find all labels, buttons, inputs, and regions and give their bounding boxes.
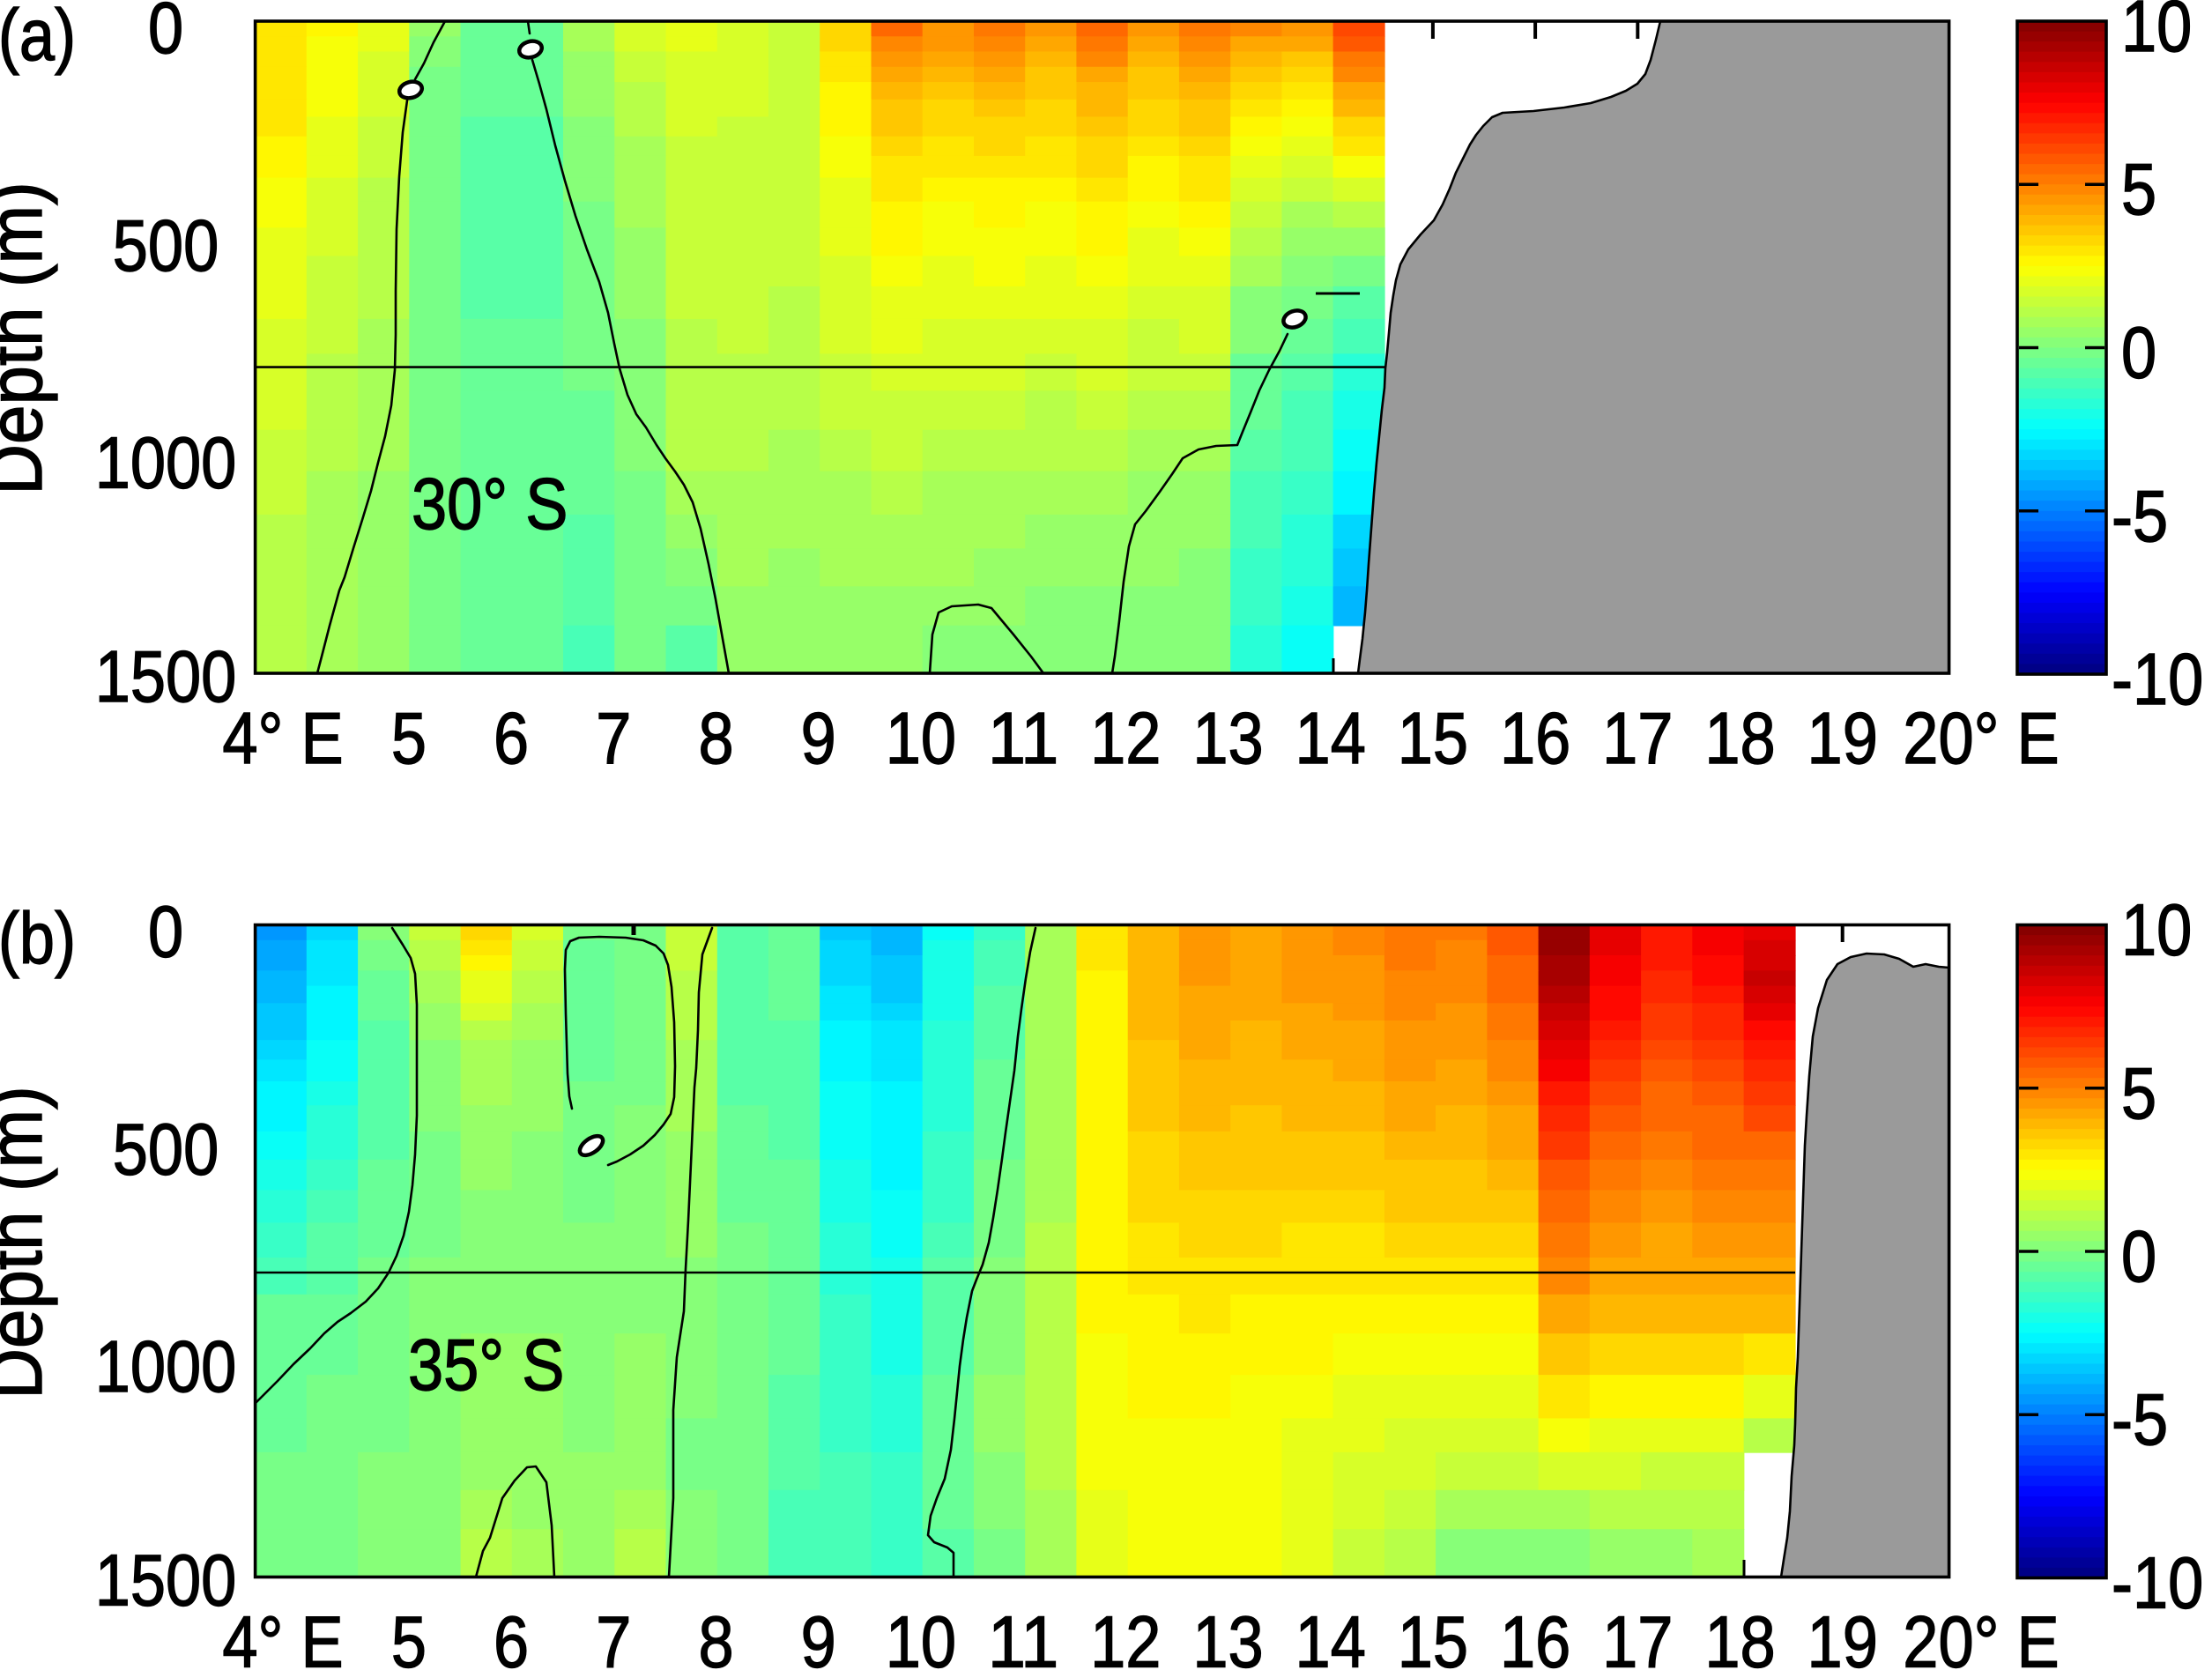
svg-text:6: 6 <box>494 697 529 779</box>
svg-text:11: 11 <box>988 697 1058 779</box>
svg-text:19: 19 <box>1807 1601 1878 1670</box>
svg-text:0: 0 <box>2121 1215 2156 1297</box>
svg-text:6: 6 <box>494 1601 529 1670</box>
svg-text:18: 18 <box>1704 697 1775 779</box>
svg-text:13: 13 <box>1192 697 1263 779</box>
svg-text:-5: -5 <box>2112 475 2168 557</box>
svg-text:5: 5 <box>391 1601 427 1670</box>
svg-text:9: 9 <box>801 697 836 779</box>
svg-text:-10: -10 <box>2112 1542 2203 1624</box>
svg-text:Depth (m): Depth (m) <box>0 182 58 495</box>
svg-text:16: 16 <box>1500 697 1570 779</box>
svg-text:20° E: 20° E <box>1903 1601 2059 1670</box>
svg-text:14: 14 <box>1295 697 1366 779</box>
svg-text:5: 5 <box>2121 148 2156 230</box>
svg-text:15: 15 <box>1398 1601 1468 1670</box>
svg-text:5: 5 <box>391 697 427 779</box>
svg-text:4° E: 4° E <box>222 1601 343 1670</box>
svg-text:500: 500 <box>113 204 219 286</box>
svg-text:10: 10 <box>2121 0 2192 67</box>
svg-text:16: 16 <box>1500 1601 1570 1670</box>
svg-text:17: 17 <box>1602 697 1673 779</box>
svg-text:19: 19 <box>1807 697 1878 779</box>
svg-text:20° E: 20° E <box>1903 697 2059 779</box>
svg-text:7: 7 <box>596 697 631 779</box>
svg-text:4° E: 4° E <box>222 697 343 779</box>
svg-text:500: 500 <box>113 1109 219 1191</box>
svg-text:8: 8 <box>698 1601 733 1670</box>
svg-text:14: 14 <box>1295 1601 1366 1670</box>
svg-text:13: 13 <box>1192 1601 1263 1670</box>
svg-text:1000: 1000 <box>95 1325 237 1407</box>
svg-text:12: 12 <box>1090 1601 1161 1670</box>
svg-text:0: 0 <box>148 0 183 69</box>
svg-text:8: 8 <box>698 697 733 779</box>
svg-text:15: 15 <box>1398 697 1468 779</box>
svg-text:17: 17 <box>1602 1601 1673 1670</box>
svg-text:10: 10 <box>2121 889 2192 971</box>
svg-text:-5: -5 <box>2112 1378 2168 1460</box>
svg-text:12: 12 <box>1090 697 1161 779</box>
svg-text:18: 18 <box>1704 1601 1775 1670</box>
svg-text:-10: -10 <box>2112 638 2203 720</box>
svg-text:0: 0 <box>2121 312 2156 394</box>
svg-text:1500: 1500 <box>95 1540 237 1622</box>
svg-text:10: 10 <box>886 697 956 779</box>
svg-text:9: 9 <box>801 1601 836 1670</box>
svg-text:1000: 1000 <box>95 422 237 504</box>
svg-text:10: 10 <box>886 1601 956 1670</box>
svg-text:Depth (m): Depth (m) <box>0 1086 58 1399</box>
svg-text:11: 11 <box>988 1601 1058 1670</box>
svg-text:5: 5 <box>2121 1052 2156 1134</box>
svg-text:(b): (b) <box>0 897 76 979</box>
svg-text:7: 7 <box>596 1601 631 1670</box>
svg-text:0: 0 <box>148 891 183 973</box>
svg-text:(a): (a) <box>0 0 76 76</box>
svg-text:1500: 1500 <box>95 635 237 717</box>
svg-text:35° S: 35° S <box>408 1324 564 1406</box>
svg-text:30° S: 30° S <box>412 463 568 545</box>
